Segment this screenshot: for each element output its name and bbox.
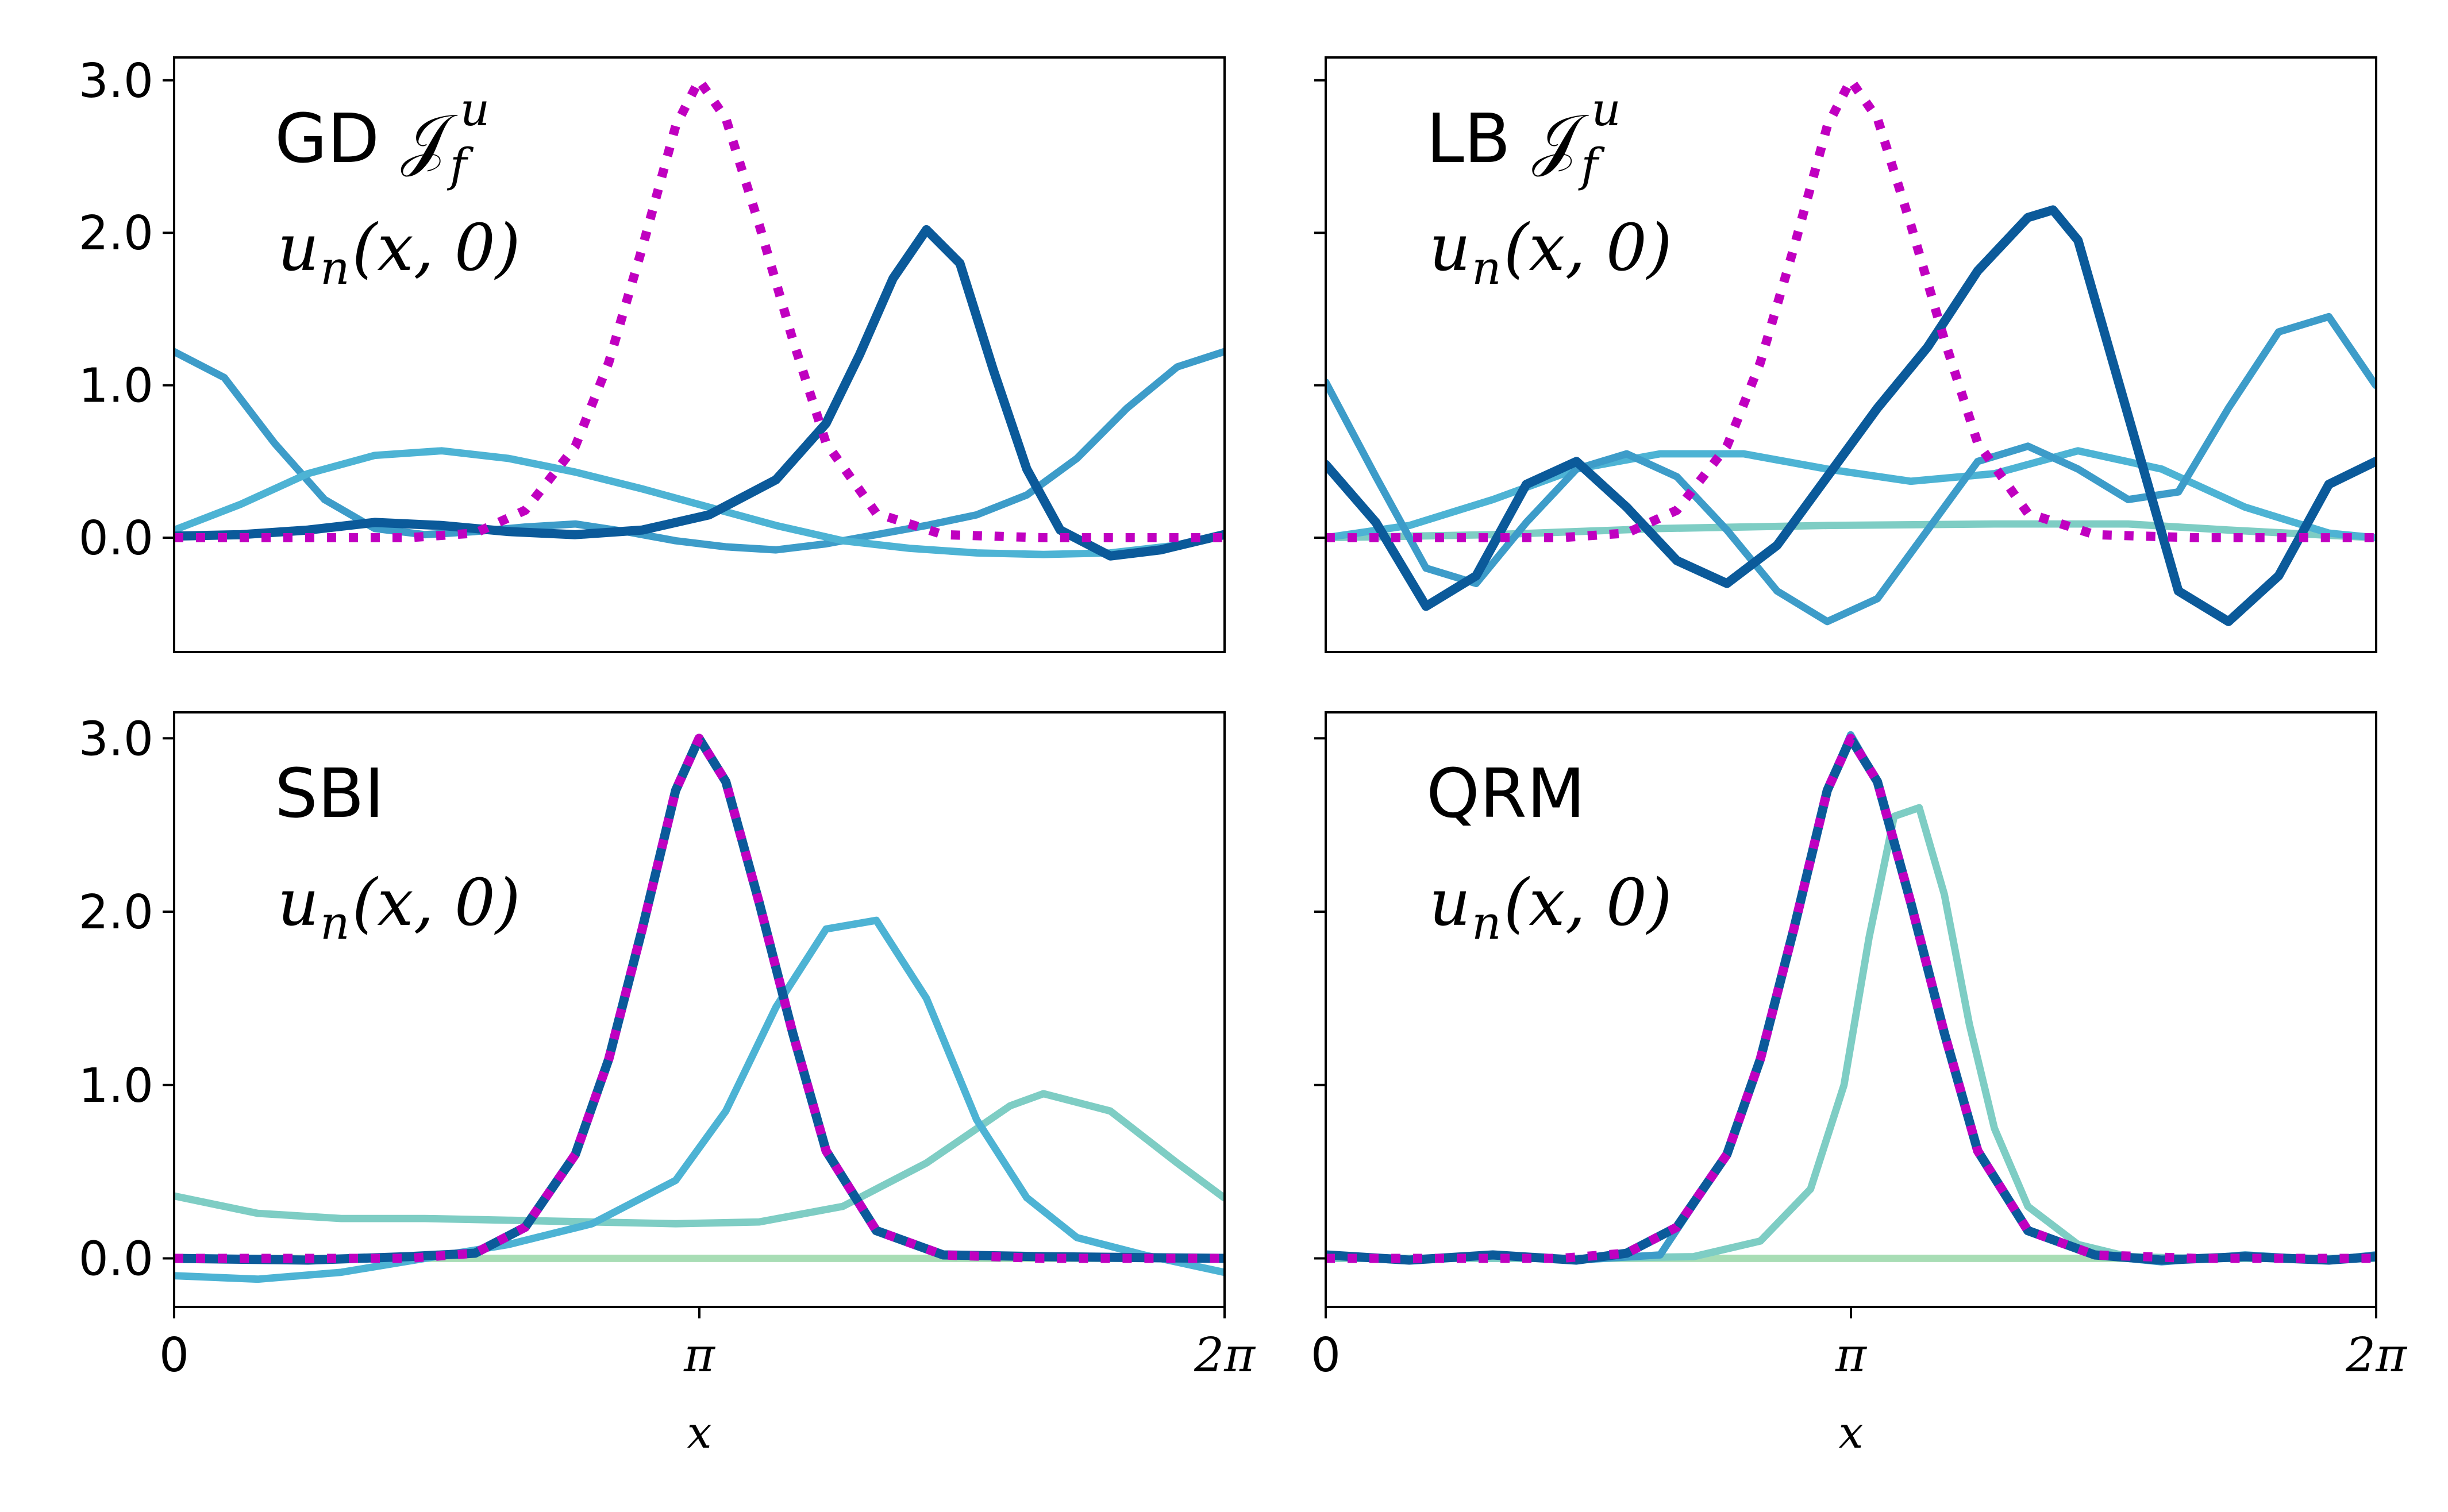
y-tick-label: 0.0 bbox=[79, 1232, 153, 1287]
series-line-3 bbox=[174, 225, 1225, 561]
y-tick-label: 2.0 bbox=[79, 206, 153, 261]
x-axis-label: x bbox=[687, 1407, 712, 1458]
x-tick-label: π bbox=[1835, 1328, 1868, 1383]
annotation-variable: u bbox=[278, 866, 319, 940]
y-tick-label: 1.0 bbox=[79, 1059, 153, 1113]
annotation-subscript: n bbox=[320, 241, 350, 295]
x-tick-label: 0 bbox=[159, 1328, 189, 1383]
axes-frame bbox=[173, 56, 1226, 653]
annotation-subscript: n bbox=[1472, 896, 1502, 950]
annotation-args: (x, 0) bbox=[352, 866, 521, 940]
panel-title-subscript: f bbox=[447, 138, 474, 192]
series-line-5 bbox=[1326, 734, 2376, 1263]
x-tick-label: π bbox=[683, 1328, 716, 1383]
annotation-variable: u bbox=[1429, 866, 1471, 940]
annotation-subscript: n bbox=[320, 896, 350, 950]
subplot-4: 0 π 2π x QRM u n (x, 0) bbox=[1311, 711, 2408, 1458]
y-tick-label: 1.0 bbox=[79, 359, 153, 414]
series-line-2 bbox=[1326, 447, 2376, 542]
series-line-1 bbox=[174, 348, 1225, 554]
x-tick-label: 0 bbox=[1311, 1328, 1341, 1383]
panel-title-subscript: f bbox=[1578, 138, 1605, 192]
panel-title-superscript: u bbox=[460, 83, 490, 136]
annotation-args: (x, 0) bbox=[1504, 866, 1672, 940]
series-group bbox=[1326, 75, 2376, 626]
x-tick-label: 2π bbox=[1194, 1328, 1256, 1383]
panel-title: GD 𝒥 bbox=[275, 99, 458, 178]
series-line-2 bbox=[174, 1090, 1225, 1228]
annotation-args: (x, 0) bbox=[1504, 211, 1672, 286]
series-line-4 bbox=[1326, 205, 2376, 626]
annotation-subscript: n bbox=[1472, 241, 1502, 295]
series-line-2 bbox=[1326, 804, 2376, 1262]
x-axis-label: x bbox=[1839, 1407, 1864, 1458]
y-tick-label: 3.0 bbox=[79, 712, 153, 766]
annotation-variable: u bbox=[278, 211, 319, 286]
series-line-2 bbox=[174, 447, 1225, 558]
series-group bbox=[1326, 731, 2376, 1266]
panel-title: SBI bbox=[275, 754, 384, 833]
series-line-4 bbox=[174, 75, 1225, 542]
annotation-variable: u bbox=[1429, 211, 1471, 286]
annotation-args: (x, 0) bbox=[352, 211, 521, 286]
y-tick-label: 2.0 bbox=[79, 885, 153, 940]
panel-title: LB 𝒥 bbox=[1426, 99, 1589, 178]
series-line-5 bbox=[174, 734, 1225, 1263]
panel-title: QRM bbox=[1426, 754, 1585, 833]
series-line-3 bbox=[1326, 313, 2376, 626]
series-group bbox=[174, 734, 1225, 1283]
series-group bbox=[174, 75, 1225, 561]
subplot-3: 0.0 1.0 2.0 3.0 0 π 2π x SBI u n (x, 0) bbox=[79, 711, 1256, 1458]
x-tick-label: 2π bbox=[2345, 1328, 2408, 1383]
y-tick-label: 3.0 bbox=[79, 54, 153, 109]
panel-title-superscript: u bbox=[1591, 83, 1621, 136]
series-line-3 bbox=[174, 916, 1225, 1283]
axes-frame bbox=[1325, 56, 2377, 653]
series-line-5 bbox=[1326, 75, 2376, 542]
y-tick-label: 0.0 bbox=[79, 511, 153, 566]
